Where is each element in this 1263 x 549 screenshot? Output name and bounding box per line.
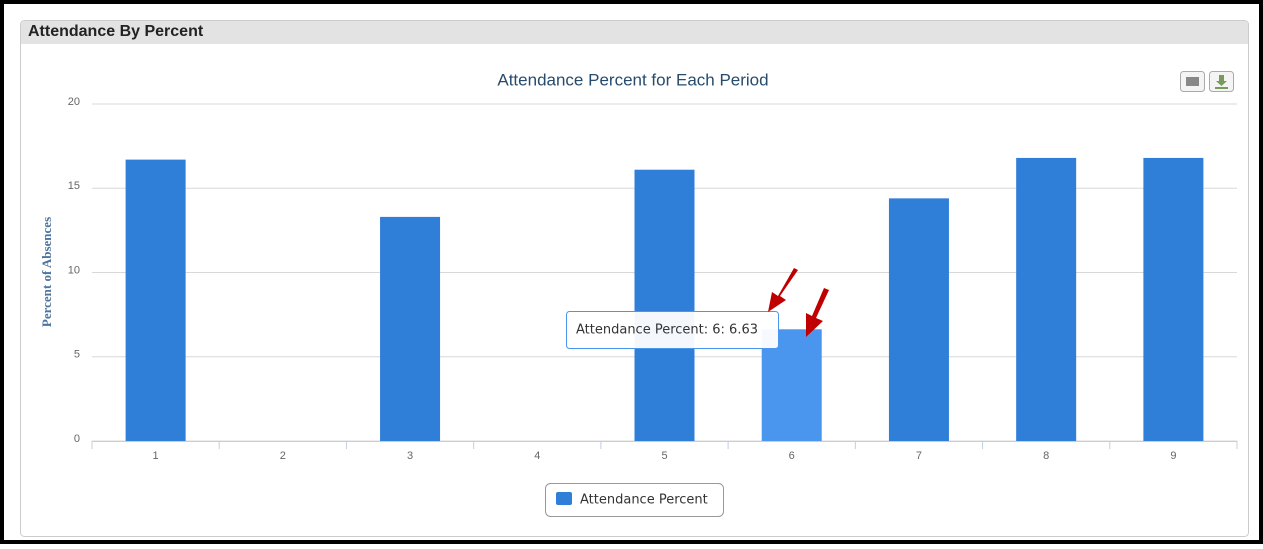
print-icon	[1186, 77, 1199, 86]
x-tick-label: 7	[916, 450, 922, 462]
y-tick-label: 5	[74, 349, 80, 361]
y-tick-label: 0	[74, 433, 80, 445]
y-tick-label: 15	[68, 180, 80, 192]
y-axis-label: Percent of Absences	[39, 217, 54, 327]
panel-header	[21, 21, 1248, 44]
annotation-arrow	[768, 268, 798, 312]
x-tick-label: 6	[789, 450, 795, 462]
legend-swatch	[556, 492, 572, 505]
x-tick-label: 2	[280, 450, 286, 462]
annotation-arrow	[806, 288, 829, 337]
y-tick-label: 20	[68, 96, 80, 108]
legend-box	[545, 483, 724, 517]
x-tick-label: 3	[407, 450, 413, 462]
download-icon	[1215, 75, 1228, 89]
print-button[interactable]	[1180, 71, 1205, 92]
x-tick-label: 8	[1043, 450, 1049, 462]
panel-title: Attendance By Percent	[28, 23, 204, 40]
x-tick-label: 1	[153, 450, 159, 462]
plot: 0 5 10 15 20 1 2 3 4 5 6 7 8 9 Attendance Percent	[68, 96, 1238, 517]
bar	[1143, 157, 1204, 442]
x-tick-label: 4	[534, 450, 540, 462]
bar	[1016, 157, 1077, 442]
x-tick-label: 9	[1170, 450, 1176, 462]
tooltip-text: Attendance Percent: 6: 6.63	[576, 323, 758, 338]
bar	[634, 169, 695, 441]
tooltip-box	[566, 311, 779, 349]
chart-title: Attendance Percent for Each Period	[497, 70, 768, 89]
legend-label: Attendance Percent	[580, 493, 708, 508]
bar	[380, 216, 441, 441]
legend: Attendance Percent	[545, 483, 724, 517]
x-tick-label: 5	[661, 450, 667, 462]
overlay: Attendance Percent: 6: 6.63	[566, 268, 829, 349]
bar	[888, 198, 949, 441]
download-button[interactable]	[1209, 71, 1234, 92]
bar	[125, 159, 186, 442]
y-tick-label: 10	[68, 264, 80, 276]
